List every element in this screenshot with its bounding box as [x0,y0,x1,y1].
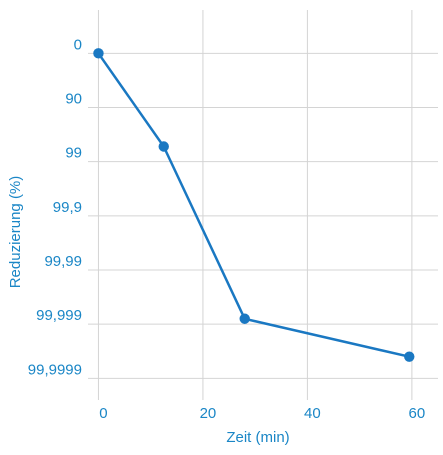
y-tick-label: 99,9 [53,199,82,216]
data-point [404,351,415,362]
data-point [158,141,169,152]
x-tick-label: 40 [304,405,321,422]
y-tick-label: 99 [65,145,82,162]
series-line [97,52,410,358]
x-axis-label: Zeit (min) [226,429,289,446]
y-tick-label: 99,9999 [28,361,82,378]
data-point [93,48,104,59]
x-tick-label: 0 [99,405,107,422]
y-axis-label: Reduzierung (%) [7,176,24,289]
series [93,48,415,362]
y-axis-ticks: 0 90 99 99,9 99,99 99,999 99,9999 [28,36,82,378]
grid [88,10,438,400]
y-tick-label: 99,999 [36,307,82,324]
y-tick-label: 90 [65,91,82,108]
x-axis-ticks: 0 20 40 60 [99,405,425,422]
y-tick-label: 0 [74,36,82,53]
x-tick-label: 60 [409,405,426,422]
y-tick-label: 99,99 [44,253,82,270]
x-tick-label: 20 [200,405,217,422]
data-point [239,313,250,324]
